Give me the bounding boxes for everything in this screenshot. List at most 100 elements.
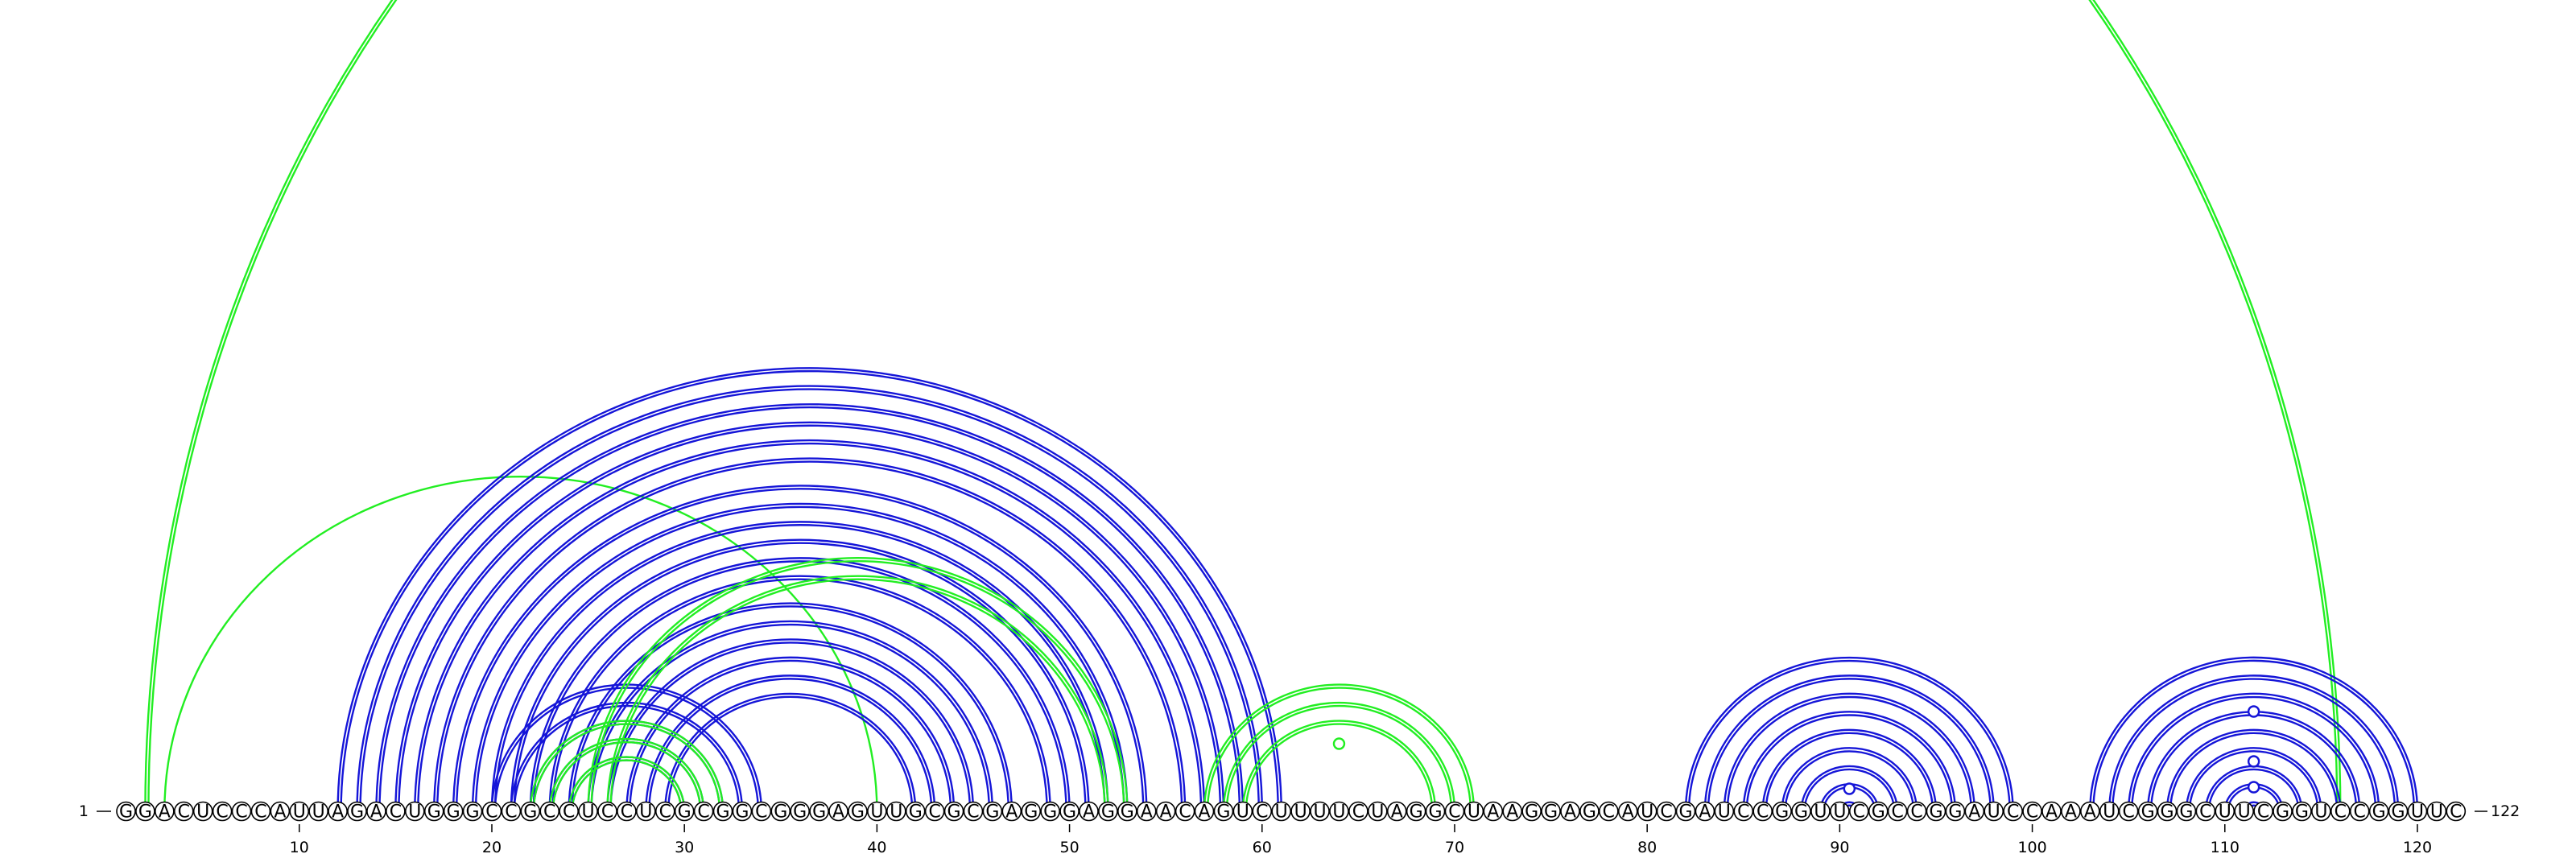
nucleotide-62: U <box>1290 801 1311 823</box>
nucleotide-letter: A <box>332 802 344 823</box>
nucleotide-letter: C <box>254 802 266 823</box>
nucleotide-circle <box>770 801 791 822</box>
nucleotide-letter: C <box>967 802 979 823</box>
nucleotide-circle <box>2080 801 2100 822</box>
nucleotide-circle <box>501 801 522 822</box>
nucleotide-circle <box>943 801 964 822</box>
nucleotide-circle <box>1174 801 1195 822</box>
nucleotide-circle <box>751 801 772 822</box>
arc-blue-18-54-inner <box>455 488 1145 812</box>
nucleotide-108: G <box>2176 801 2197 823</box>
nucleotide-letter: U <box>408 802 421 823</box>
nucleotide-circle <box>1868 801 1889 822</box>
nucleotide-letter: G <box>2276 802 2289 823</box>
nucleotide-circle <box>1483 801 1504 822</box>
nucleotide-91: C <box>1849 801 1869 823</box>
nucleotide-circle <box>1656 801 1677 822</box>
nucleotide-circle <box>2234 801 2254 822</box>
nucleotide-102: A <box>2061 801 2081 823</box>
nucleotide-circle <box>212 801 233 822</box>
nucleotide-circle <box>1021 801 1042 822</box>
nucleotide-44: G <box>943 801 964 823</box>
nucleotide-49: G <box>1040 801 1060 823</box>
nucleotide-letter: C <box>2354 802 2366 823</box>
nucleotide-circle <box>443 801 464 822</box>
nucleotide-circle <box>1695 801 1715 822</box>
nucleotide-circle <box>1830 801 1850 822</box>
nucleotide-circle <box>1906 801 1927 822</box>
nucleotide-circle <box>423 801 444 822</box>
nucleotide-circle <box>1733 801 1754 822</box>
nucleotide-letter: U <box>2314 802 2327 823</box>
nucleotide-circle <box>828 801 848 822</box>
start-label: 1 <box>79 802 89 820</box>
arc-marker-blue <box>2247 705 2260 718</box>
nucleotide-circle <box>1098 801 1118 822</box>
nucleotide-letter: A <box>1005 802 1018 823</box>
nucleotide-47: A <box>1001 801 1022 823</box>
arc-blue-13-60 <box>356 385 1263 812</box>
arc-blue-103-120 <box>2089 656 2419 812</box>
nucleotide-circle <box>1714 801 1735 822</box>
nucleotide-16: U <box>404 801 425 823</box>
nucleotide-32: G <box>712 801 733 823</box>
nucleotide-68: G <box>1406 801 1426 823</box>
nucleotide-letter: C <box>1352 802 1364 823</box>
nucleotide-circle <box>2041 801 2062 822</box>
tick-label: 40 <box>867 839 886 856</box>
nucleotide-letter: C <box>235 802 247 823</box>
nucleotide-circle <box>2426 801 2447 822</box>
nucleotide-circle <box>1887 801 1908 822</box>
nucleotide-circle <box>1368 801 1388 822</box>
tick-label: 50 <box>1059 839 1079 856</box>
nucleotide-54: A <box>1136 801 1157 823</box>
arc-markers <box>1332 705 2260 795</box>
nucleotide-89: U <box>1810 801 1831 823</box>
nucleotide-3: A <box>155 801 175 823</box>
arc-blue-16-57-inner <box>417 442 1203 812</box>
arc-blue-13-60-inner <box>359 388 1260 812</box>
nucleotide-circle <box>1579 801 1600 822</box>
arc-blue-20-34 <box>490 683 763 812</box>
nucleotide-56: C <box>1174 801 1195 823</box>
nucleotide-letter: G <box>774 802 787 823</box>
nucleotide-letter: G <box>2160 802 2174 823</box>
arc-green-25-53-inner <box>590 560 1125 812</box>
nucleotide-circle <box>1599 801 1619 822</box>
arc-blue-24-47 <box>568 602 1013 812</box>
nucleotide-letter: G <box>466 802 480 823</box>
tick-label: 70 <box>1445 839 1464 856</box>
nucleotide-circle <box>250 801 271 822</box>
nucleotide-87: G <box>1772 801 1792 823</box>
nucleotide-75: G <box>1541 801 1561 823</box>
nucleotide-101: A <box>2041 801 2062 823</box>
arc-blue-107-116-inner <box>2169 732 2339 812</box>
nucleotide-letter: C <box>1737 802 1749 823</box>
nucleotide-circle <box>308 801 329 822</box>
nucleotide-letter: C <box>1256 802 1268 823</box>
nucleotide-circle <box>2349 801 2370 822</box>
nucleotide-circle <box>1329 801 1349 822</box>
arc-blue-82-99-inner <box>1687 659 2011 812</box>
nucleotide-letter: U <box>293 802 306 823</box>
nucleotide-118: G <box>2368 801 2389 823</box>
nucleotide-121: U <box>2426 801 2447 823</box>
nucleotide-letter: C <box>1448 802 1460 823</box>
nucleotide-circle <box>790 801 811 822</box>
nucleotide-circle <box>1117 801 1137 822</box>
nucleotide-circle <box>1406 801 1426 822</box>
nucleotide-letter: C <box>2334 802 2347 823</box>
nucleotide-circle <box>654 801 675 822</box>
arc-marker-green <box>1332 737 1346 750</box>
arc-blue-12-61 <box>336 366 1282 812</box>
arc-blue-108-115-inner <box>2188 750 2319 812</box>
nucleotide-letter: A <box>2084 802 2096 823</box>
nucleotide-circle <box>2118 801 2139 822</box>
nucleotide-circle <box>1001 801 1022 822</box>
nucleotide-circle <box>1310 801 1330 822</box>
nucleotide-letter: U <box>1313 802 1326 823</box>
nucleotide-letter: A <box>274 802 286 823</box>
nucleotide-letter: U <box>2430 802 2443 823</box>
nucleotide-letter: U <box>639 802 652 823</box>
nucleotide-111: U <box>2234 801 2254 823</box>
